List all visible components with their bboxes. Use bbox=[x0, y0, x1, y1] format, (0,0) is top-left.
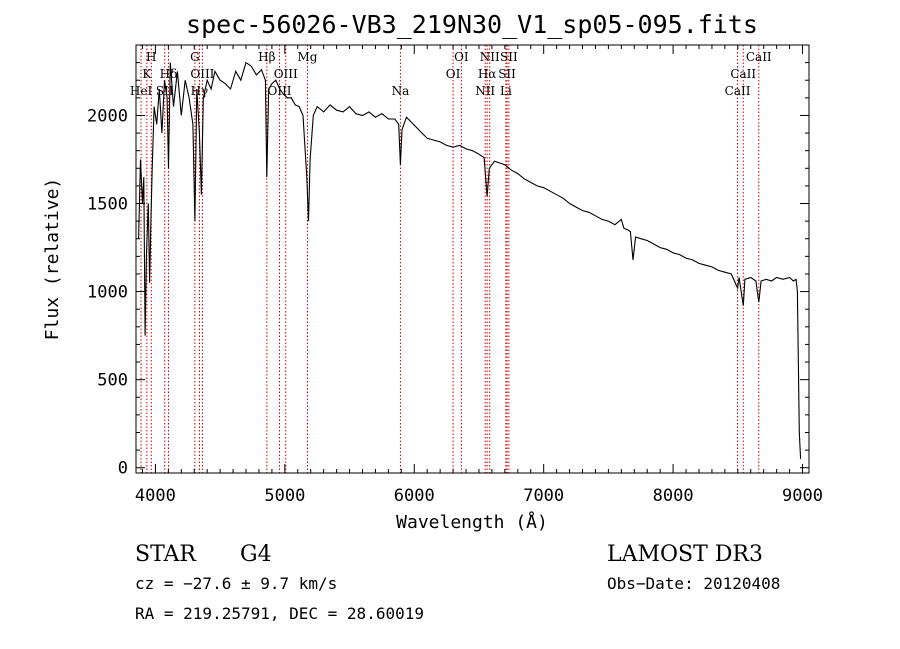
y-tick-label: 2000 bbox=[87, 106, 128, 126]
line-marker-label: CaII bbox=[730, 67, 756, 81]
line-marker-label: CaII bbox=[746, 50, 772, 64]
line-marker-label: Li bbox=[500, 84, 512, 98]
line-marker-label: SII bbox=[500, 50, 518, 64]
x-tick-label: 5000 bbox=[264, 486, 305, 506]
object-subclass: G4 bbox=[240, 542, 272, 567]
y-tick-label: 0 bbox=[118, 459, 128, 479]
line-marker-label: Na bbox=[392, 84, 410, 98]
object-class: STAR bbox=[135, 542, 197, 567]
line-marker-label: CaII bbox=[725, 84, 751, 98]
x-axis-ticks: 4000 5000 6000 7000 8000 9000 bbox=[135, 45, 823, 506]
x-tick-label: 9000 bbox=[782, 486, 823, 506]
line-marker-label: Hβ bbox=[258, 50, 275, 64]
line-marker-label: Mg bbox=[298, 50, 318, 64]
survey-name: LAMOST DR3 bbox=[607, 542, 763, 567]
line-marker-label: NII bbox=[475, 84, 495, 98]
y-axis-label: Flux (relative) bbox=[42, 178, 63, 341]
obs-date-text: Obs−Date: 20120408 bbox=[607, 574, 780, 593]
line-marker-label: H bbox=[146, 50, 156, 64]
line-marker-label: OIII bbox=[274, 67, 298, 81]
y-tick-label: 1000 bbox=[87, 283, 128, 303]
x-tick-label: 6000 bbox=[394, 486, 435, 506]
chart-title: spec-56026-VB3_219N30_V1_sp05-095.fits bbox=[186, 10, 758, 39]
line-marker-label: K bbox=[142, 67, 152, 81]
line-markers bbox=[140, 45, 760, 473]
spectrum-line bbox=[138, 61, 802, 459]
y-tick-label: 500 bbox=[97, 371, 128, 391]
x-tick-label: 8000 bbox=[653, 486, 694, 506]
line-marker-label: NII bbox=[480, 50, 500, 64]
line-marker-label: SII bbox=[498, 67, 516, 81]
line-marker-label: G bbox=[190, 50, 200, 64]
line-marker-label: OIII bbox=[190, 67, 214, 81]
line-marker-label: Hδ bbox=[160, 67, 178, 81]
x-axis-label: Wavelength (Å) bbox=[396, 511, 548, 533]
line-marker-label: Hα bbox=[478, 67, 497, 81]
y-axis-ticks: 0 500 1000 1500 2000 bbox=[87, 62, 809, 479]
line-marker-label: OI bbox=[454, 50, 469, 64]
line-marker-label: OIII bbox=[267, 84, 291, 98]
y-tick-label: 1500 bbox=[87, 195, 128, 215]
redshift-text: cz = −27.6 ± 9.7 km/s bbox=[135, 574, 337, 593]
x-tick-label: 4000 bbox=[135, 486, 176, 506]
line-marker-label: OI bbox=[446, 67, 461, 81]
line-marker-label: HeI bbox=[130, 84, 153, 98]
x-tick-label: 7000 bbox=[523, 486, 564, 506]
ra-dec-text: RA = 219.25791, DEC = 28.60019 bbox=[135, 604, 424, 623]
plot-frame bbox=[135, 44, 810, 474]
